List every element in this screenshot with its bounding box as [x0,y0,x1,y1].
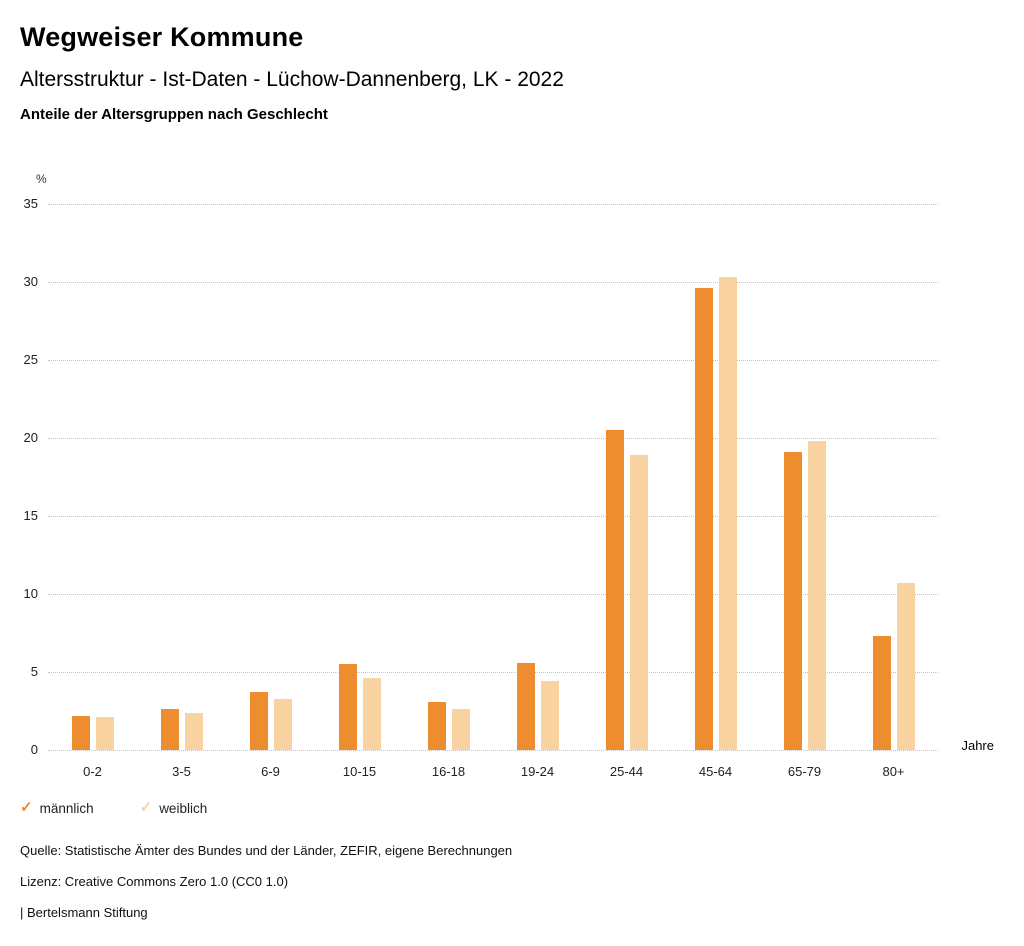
x-tick-label-19-24: 19-24 [520,764,555,779]
legend-item-weiblich[interactable]: ✓ weiblich [140,800,208,816]
legend-item-maennlich[interactable]: ✓ männlich [20,800,94,816]
legend-label: weiblich [159,800,208,816]
bar-weiblich-19-24[interactable] [540,681,559,750]
bar-group-16-18 [404,204,493,750]
gridline-10 [48,594,938,595]
bar-weiblich-3-5[interactable] [184,712,203,750]
bar-group-3-5 [137,204,226,750]
gridline-20 [48,438,938,439]
plot-area [48,204,938,751]
bar-männlich-10-15[interactable] [338,664,357,750]
x-tick-label-25-44: 25-44 [609,764,644,779]
y-tick-label-35: 35 [23,196,38,211]
footer-attribution: | Bertelsmann Stiftung [20,905,148,920]
y-tick-label-25: 25 [23,351,38,367]
y-axis-unit-label: % [36,172,47,186]
x-tick-label-6-9: 6-9 [261,764,280,779]
bar-männlich-16-18[interactable] [427,701,446,750]
y-tick-label-10: 10 [23,586,38,601]
bar-männlich-6-9[interactable] [249,692,268,750]
bar-group-65-79 [760,204,849,750]
y-tick-label-0: 0 [30,742,38,757]
bar-weiblich-45-64[interactable] [718,277,737,750]
bar-group-19-24 [493,204,582,750]
gridline-5 [48,672,938,673]
chart-title: Altersstruktur - Ist-Daten - Lüchow-Dann… [20,68,564,91]
y-tick-label-15: 15 [23,507,38,523]
x-tick-label-80+: 80+ [882,764,905,779]
bar-weiblich-16-18[interactable] [451,709,470,750]
x-tick-label-16-18: 16-18 [431,764,466,779]
y-tick-label-30: 30 [23,273,38,289]
bar-groups [48,204,938,750]
x-tick-label-10-15: 10-15 [342,764,377,779]
bar-weiblich-25-44[interactable] [629,455,648,750]
gridline-25 [48,360,938,361]
bar-männlich-0-2[interactable] [71,715,90,750]
bar-group-80+ [849,204,938,750]
bar-group-45-64 [671,204,760,750]
gridline-15 [48,516,938,517]
x-tick-label-0-2: 0-2 [83,764,102,779]
x-axis-unit-label: Jahre [961,738,994,753]
legend-label: männlich [39,800,94,816]
x-tick-label-3-5: 3-5 [172,764,191,779]
footer-source: Quelle: Statistische Ämter des Bundes un… [20,843,513,858]
x-tick-label-65-79: 65-79 [787,764,822,779]
chart-subtitle: Anteile der Altersgruppen nach Geschlech… [20,106,328,123]
bar-weiblich-65-79[interactable] [807,441,826,750]
gridline-0 [48,750,938,751]
bar-männlich-45-64[interactable] [694,288,713,750]
bar-männlich-80+[interactable] [872,636,891,750]
page-title: Wegweiser Kommune [20,22,304,52]
bar-weiblich-6-9[interactable] [273,698,292,750]
x-tick-label-45-64: 45-64 [698,764,733,779]
bar-group-0-2 [48,204,137,750]
x-axis-labels: 0-2 3-5 6-9 10-15 16-18 19-24 25-44 45-64 65-79 8… [48,764,938,779]
bar-weiblich-0-2[interactable] [95,717,114,750]
bar-männlich-25-44[interactable] [605,430,624,750]
y-tick-label-20: 20 [23,430,38,445]
bar-group-10-15 [315,204,404,750]
check-icon: ✓ [20,799,33,816]
bar-group-6-9 [226,204,315,750]
bar-weiblich-80+[interactable] [896,583,915,750]
footer-license: Lizenz: Creative Commons Zero 1.0 (CC0 1… [20,874,289,889]
check-icon: ✓ [139,799,153,816]
y-axis-labels: 0 5 10 15 20 25 30 35 [20,197,38,757]
bar-männlich-65-79[interactable] [783,452,802,750]
gridline-35 [48,204,938,205]
y-tick-label-5: 5 [30,664,38,679]
bar-männlich-19-24[interactable] [516,662,535,750]
gridline-30 [48,282,938,283]
bar-weiblich-10-15[interactable] [362,678,381,750]
legend: ✓ männlich ✓ weiblich [20,800,207,816]
bar-männlich-3-5[interactable] [160,709,179,750]
chart: % 0 5 10 15 20 25 30 35 0-2 3-5 6-9 10-15 16-18 19-2… [20,172,1004,812]
bar-group-25-44 [582,204,671,750]
